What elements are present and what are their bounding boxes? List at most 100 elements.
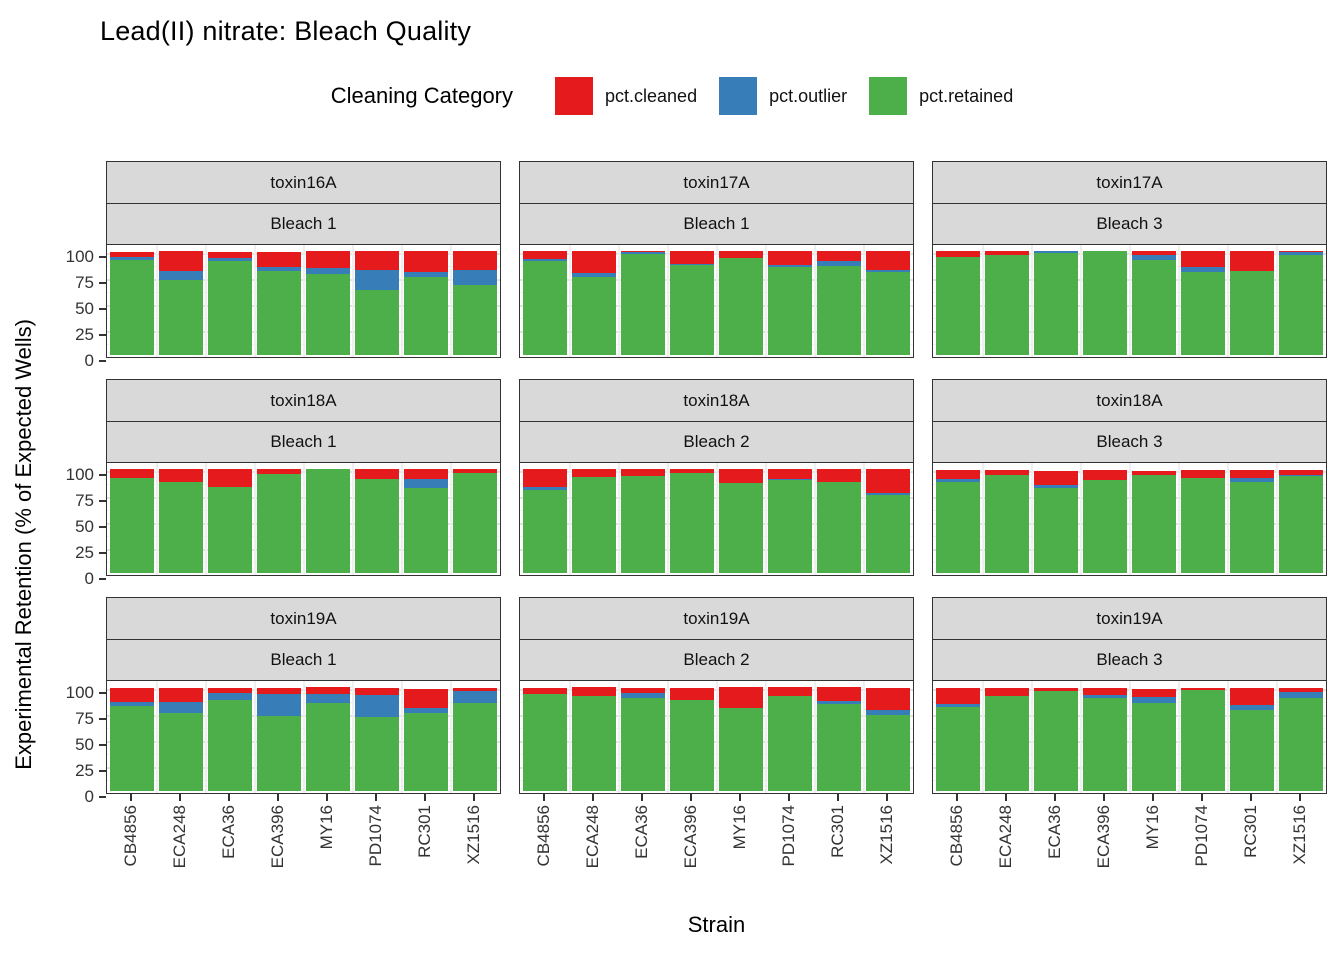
y-tick-mark [99, 282, 106, 284]
bar-segment-pct-retained [1181, 271, 1225, 355]
gridline-vertical [1129, 245, 1131, 357]
x-tick-mark [326, 794, 328, 801]
gridline-vertical [254, 463, 256, 575]
bar-segment-pct-outlier [453, 691, 497, 703]
gridline-vertical [814, 245, 816, 357]
gridline-vertical [667, 245, 669, 357]
facet-strip-bleach: Bleach 1 [106, 420, 501, 464]
bar-segment-pct-cleaned [208, 469, 252, 487]
gridline-vertical [303, 681, 305, 793]
gridline-vertical [765, 245, 767, 357]
stacked-bar-XZ1516 [866, 251, 910, 355]
bar-segment-pct-cleaned [985, 251, 1029, 256]
bar-segment-pct-retained [355, 289, 399, 355]
stacked-bar-ECA36 [621, 688, 665, 791]
stacked-bar-RC301 [404, 469, 448, 573]
bar-segment-pct-cleaned [768, 469, 812, 480]
stacked-bar-RC301 [404, 251, 448, 355]
stacked-bar-PD1074 [355, 251, 399, 355]
y-tick-mark [99, 552, 106, 554]
stacked-bar-MY16 [719, 469, 763, 573]
bar-segment-pct-retained [1279, 698, 1323, 791]
stacked-bar-ECA36 [1034, 251, 1078, 355]
stacked-bar-MY16 [1132, 251, 1176, 355]
gridline-vertical [667, 681, 669, 793]
bar-segment-pct-outlier [159, 701, 203, 713]
bar-segment-pct-retained [208, 261, 252, 355]
bar-segment-pct-retained [719, 258, 763, 355]
bar-segment-pct-retained [306, 273, 350, 355]
gridline-vertical [863, 245, 865, 357]
gridline-vertical [1227, 681, 1229, 793]
stacked-bar-CB4856 [523, 469, 567, 573]
bar-segment-pct-retained [936, 706, 980, 791]
y-axis-title-column: Experimental Retention (% of Expected We… [6, 161, 42, 927]
facet-strip-toxin: toxin18A [932, 379, 1327, 422]
gridline-vertical [352, 463, 354, 575]
bar-segment-pct-cleaned [1279, 251, 1323, 253]
gridline-vertical [1080, 681, 1082, 793]
facet-toxin18A-bleach-1: toxin18A Bleach 1 [106, 379, 501, 576]
y-tick-label: 25 [75, 325, 94, 344]
bar-segment-pct-cleaned [572, 469, 616, 478]
x-tick-mark [592, 794, 594, 801]
facet-strip-toxin: toxin19A [519, 597, 914, 640]
bar-segment-pct-retained [670, 699, 714, 791]
bar-segment-pct-retained [768, 266, 812, 355]
y-tick-label: 75 [75, 709, 94, 728]
facet-toxin18A-bleach-2: toxin18A Bleach 2 [519, 379, 914, 576]
x-tick-label-CB4856: CB4856 [534, 805, 553, 867]
bar-segment-pct-retained [572, 477, 616, 573]
bar-segment-pct-outlier [866, 492, 910, 495]
bar-segment-pct-retained [1181, 690, 1225, 791]
bar-segment-pct-cleaned [1279, 688, 1323, 693]
stacked-bar-ECA248 [985, 251, 1029, 355]
bar-segment-pct-cleaned [670, 469, 714, 474]
bar-segment-pct-outlier [936, 479, 980, 482]
bar-segment-pct-retained [306, 469, 350, 573]
gridline-vertical [618, 681, 620, 793]
bar-segment-pct-cleaned [719, 251, 763, 259]
legend-swatch-outlier [719, 77, 758, 115]
page-title: Lead(II) nitrate: Bleach Quality [100, 16, 472, 46]
bar-segment-pct-retained [1083, 698, 1127, 791]
bar-segment-pct-outlier [110, 257, 154, 261]
bar-segment-pct-retained [1181, 478, 1225, 573]
facet-panel [519, 462, 914, 576]
gridline-vertical [982, 681, 984, 793]
gridline-vertical [618, 245, 620, 357]
x-tick-mark [543, 794, 545, 801]
gridline-vertical [982, 463, 984, 575]
facet-panel [519, 680, 914, 794]
stacked-bar-PD1074 [355, 469, 399, 573]
gridline-vertical [716, 681, 718, 793]
bar-segment-pct-retained [670, 264, 714, 355]
facet-strip-toxin: toxin17A [519, 161, 914, 204]
x-tick-mark [179, 794, 181, 801]
bar-segment-pct-retained [1034, 487, 1078, 573]
gridline-vertical [303, 245, 305, 357]
gridline-vertical [1031, 681, 1033, 793]
facet-strip-toxin: toxin19A [932, 597, 1327, 640]
x-tick-mark [1299, 794, 1301, 801]
stacked-bar-RC301 [404, 689, 448, 791]
gridline-vertical [303, 463, 305, 575]
gridline-vertical [716, 463, 718, 575]
bar-segment-pct-retained [936, 481, 980, 573]
stacked-bar-RC301 [1230, 470, 1274, 573]
bar-segment-pct-cleaned [985, 688, 1029, 697]
x-tick-mark [375, 794, 377, 801]
stacked-bar-ECA396 [257, 469, 301, 573]
bar-segment-pct-outlier [866, 709, 910, 716]
bar-segment-pct-retained [1132, 475, 1176, 573]
stacked-bar-PD1074 [768, 251, 812, 355]
bar-segment-pct-cleaned [208, 688, 252, 694]
facet-toxin17A-bleach-1: toxin17A Bleach 1 [519, 161, 914, 358]
gridline-vertical [254, 681, 256, 793]
facet-toxin19A-bleach-1: toxin19A Bleach 1 CB4856 ECA248 ECA36 ECA396 M… [106, 597, 501, 906]
bar-segment-pct-outlier [1034, 484, 1078, 488]
stacked-bar-CB4856 [110, 688, 154, 791]
bar-segment-pct-cleaned [1230, 470, 1274, 479]
facet-panel [932, 680, 1327, 794]
x-axis-labels: CB4856 ECA248 ECA36 ECA396 MY16 PD1074 RC301 XZ… [932, 794, 1327, 906]
